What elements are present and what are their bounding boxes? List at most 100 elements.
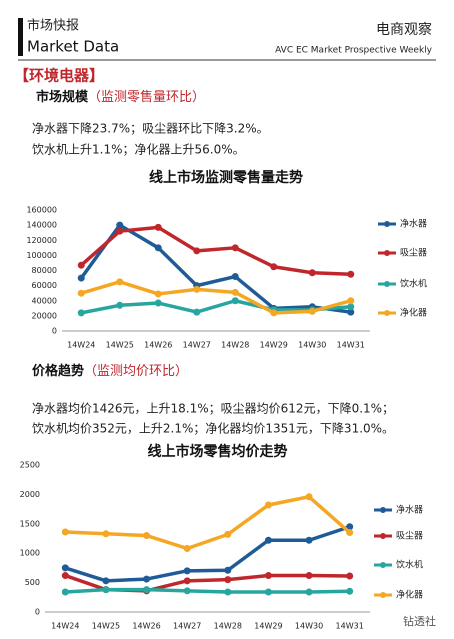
data-point: [347, 303, 355, 311]
data-point: [143, 586, 151, 594]
y-tick-label: 1500: [20, 519, 40, 528]
data-point: [264, 588, 272, 596]
subheading-note: （监测均价环比）: [84, 364, 188, 379]
data-point: [224, 530, 232, 538]
x-tick-label: 14W26: [144, 341, 172, 350]
data-point: [116, 221, 124, 229]
section-title: 【环境电器】: [14, 67, 104, 85]
subheading-label: 价格趋势: [32, 363, 84, 379]
legend-label: 净水器: [396, 504, 423, 516]
series-line: [80, 280, 352, 315]
data-point: [154, 244, 162, 252]
legend-label: 吸尘器: [400, 248, 427, 259]
header-bar: [18, 18, 23, 56]
data-point: [116, 278, 124, 286]
data-point: [154, 223, 162, 231]
y-tick-label: 140000: [26, 221, 57, 230]
data-point: [61, 564, 69, 572]
series-line: [80, 225, 351, 277]
data-point: [61, 528, 69, 536]
x-tick-label: 14W31: [337, 341, 365, 350]
y-tick-label: 0: [35, 608, 40, 617]
data-point: [77, 289, 85, 297]
subheading-note: （监测零售量环比）: [88, 89, 205, 105]
series-line: [79, 223, 351, 314]
data-point: [231, 244, 239, 252]
data-point: [347, 297, 355, 305]
header-right-cn: 电商观察: [376, 21, 432, 38]
x-tick-label: 14W27: [173, 622, 201, 631]
x-tick-label: 14W24: [51, 622, 79, 631]
legend-swatch-dot: [380, 507, 386, 513]
data-point: [183, 587, 191, 595]
data-point: [116, 301, 124, 309]
data-point: [193, 247, 201, 255]
data-point: [102, 586, 110, 594]
watermark: 钻透社: [403, 614, 436, 628]
subheading: 市场规模（监测零售量环比）: [36, 89, 205, 105]
y-tick-label: 20000: [32, 311, 57, 320]
legend-swatch-dot: [380, 533, 386, 539]
data-point: [264, 572, 272, 580]
x-tick-label: 14W29: [260, 341, 288, 350]
x-tick-label: 14W29: [254, 622, 282, 631]
x-tick-label: 14W24: [67, 341, 95, 350]
chart-title: 线上市场零售均价走势: [148, 443, 288, 460]
data-point: [305, 493, 313, 501]
data-point: [308, 307, 316, 315]
data-point: [346, 587, 354, 595]
y-tick-label: 100000: [26, 251, 57, 260]
data-point: [102, 530, 110, 538]
paragraph: 饮水机上升1.1%；净化器上升56.0%。: [32, 143, 245, 157]
legend-label: 净化器: [400, 307, 427, 319]
legend-label: 净水器: [400, 218, 427, 230]
data-point: [143, 575, 151, 583]
x-tick-label: 14W28: [214, 622, 242, 631]
data-point: [102, 577, 110, 585]
x-tick-label: 14W26: [132, 622, 160, 631]
x-tick-label: 14W25: [106, 341, 134, 350]
data-point: [154, 290, 162, 298]
legend-swatch-dot: [384, 221, 390, 227]
header-title-en: Market Data: [27, 38, 119, 56]
data-point: [224, 576, 232, 584]
x-tick-label: 14W27: [183, 341, 211, 350]
subheading: 价格趋势（监测均价环比）: [32, 363, 188, 379]
data-point: [347, 270, 355, 278]
data-point: [231, 297, 239, 305]
legend-swatch-dot: [380, 562, 386, 568]
data-point: [224, 566, 232, 574]
legend-swatch-dot: [384, 281, 390, 287]
data-point: [183, 577, 191, 585]
x-tick-label: 14W30: [295, 622, 323, 631]
x-tick-label: 14W31: [336, 622, 364, 631]
data-point: [143, 532, 151, 540]
data-point: [346, 572, 354, 580]
legend-label: 吸尘器: [396, 531, 423, 542]
data-point: [183, 544, 191, 552]
y-tick-label: 2000: [20, 490, 40, 499]
y-tick-label: 60000: [32, 281, 57, 290]
legend-label: 饮水机: [396, 559, 423, 571]
data-point: [305, 572, 313, 580]
data-point: [347, 308, 355, 316]
y-tick-label: 120000: [26, 236, 57, 245]
data-point: [154, 299, 162, 307]
data-point: [270, 309, 278, 317]
data-point: [346, 529, 354, 537]
y-tick-label: 160000: [26, 206, 57, 215]
paragraph: 净水器均价1426元，上升18.1%；吸尘器均价612元，下降0.1%；: [32, 402, 394, 416]
data-point: [224, 588, 232, 596]
data-point: [231, 273, 239, 281]
data-point: [270, 263, 278, 271]
data-point: [77, 309, 85, 317]
data-point: [193, 285, 201, 293]
chart-title: 线上市场监测零售量走势: [149, 169, 303, 186]
series-line: [64, 525, 351, 583]
legend-swatch-dot: [384, 250, 390, 256]
subheading-label: 市场规模: [36, 89, 89, 105]
header-right-en: AVC EC Market Prospective Weekly: [275, 46, 433, 56]
data-point: [346, 523, 354, 531]
data-point: [305, 588, 313, 596]
